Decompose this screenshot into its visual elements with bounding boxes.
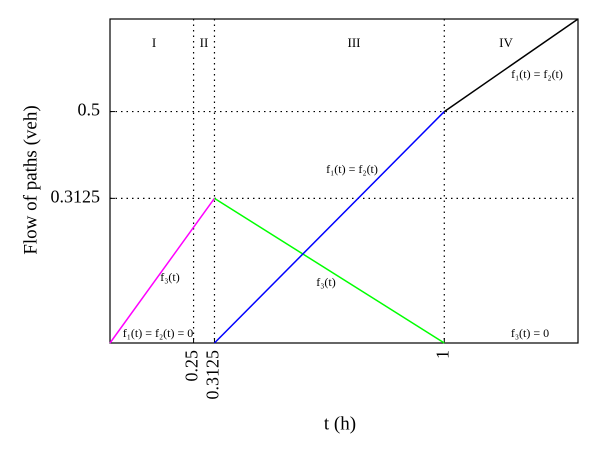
plot-frame (109, 18, 579, 344)
x-tick-label: 1 (432, 350, 452, 359)
annotation: III (348, 35, 361, 50)
x-tick-label: 0.25 (182, 350, 202, 382)
annotation: f₃(t) (160, 270, 180, 284)
y-tick-label: 0.5 (78, 100, 101, 120)
annotation: f₁(t) = f₂(t) (326, 162, 378, 176)
series-line (214, 197, 445, 344)
annotation: f₁(t) = f₂(t) (511, 67, 563, 81)
annotation: II (200, 35, 209, 50)
x-axis-label: t (h) (324, 413, 356, 434)
x-tick-label: 0.3125 (203, 350, 223, 400)
y-axis-label: Flow of paths (veh) (20, 105, 41, 254)
series-line (109, 197, 216, 344)
y-tick-label: 0.3125 (51, 186, 101, 206)
annotation: f₁(t) = f₂(t) = 0 (123, 326, 194, 340)
series-line (213, 111, 445, 344)
series-line (443, 18, 579, 113)
annotation: f₃(t) = 0 (511, 326, 549, 340)
annotation: IV (499, 35, 513, 50)
annotation: f₃(t) (316, 275, 336, 289)
annotation: I (152, 35, 156, 50)
